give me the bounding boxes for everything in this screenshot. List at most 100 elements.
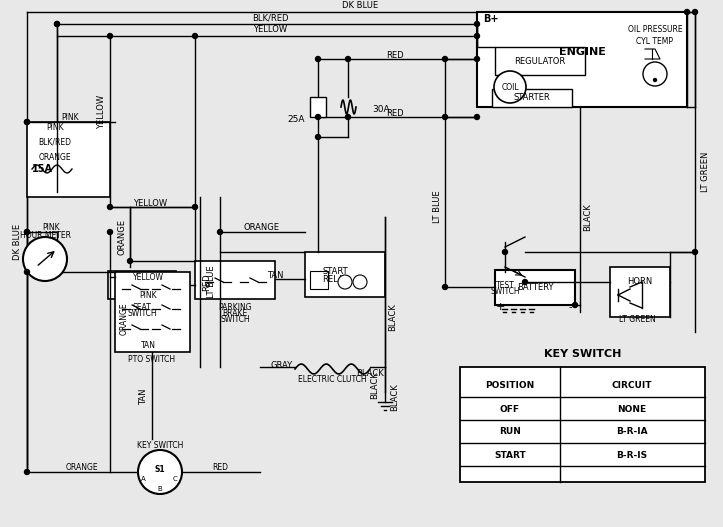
Text: BRAKE: BRAKE [223,308,247,317]
Text: SWITCH: SWITCH [490,288,520,297]
Text: PTO SWITCH: PTO SWITCH [129,356,176,365]
Circle shape [693,249,698,255]
Text: PINK: PINK [42,222,59,231]
Text: LT BLUE: LT BLUE [208,266,216,298]
Bar [310,271,328,289]
Bar [305,252,385,297]
Circle shape [442,285,448,289]
Circle shape [685,9,690,15]
Bar [495,270,575,305]
Circle shape [54,22,59,26]
Bar [115,272,190,352]
Text: RED: RED [202,273,212,291]
Text: ORANGE: ORANGE [39,152,72,161]
Text: RUN: RUN [499,427,521,436]
Text: YELLOW: YELLOW [98,95,106,129]
Circle shape [108,34,113,38]
Circle shape [315,114,320,120]
Text: BLK/RED: BLK/RED [252,14,288,23]
Text: CYL TEMP: CYL TEMP [636,37,674,46]
Circle shape [474,34,479,38]
Circle shape [23,237,67,281]
Circle shape [523,279,528,285]
Text: SWITCH: SWITCH [221,315,250,324]
Circle shape [54,22,59,26]
Text: PINK: PINK [61,113,79,122]
Text: PINK: PINK [140,290,157,299]
Text: START: START [322,268,348,277]
Circle shape [442,56,448,62]
Text: SWITCH: SWITCH [127,308,157,317]
Text: -: - [568,302,572,312]
Text: RELAY: RELAY [322,276,348,285]
Circle shape [346,114,351,120]
Circle shape [127,259,132,264]
Circle shape [25,229,30,235]
Circle shape [25,470,30,474]
Text: RED: RED [212,463,228,472]
Text: KEY SWITCH: KEY SWITCH [544,349,621,359]
Text: HORN: HORN [628,277,653,286]
Text: B+: B+ [483,14,498,24]
Circle shape [218,229,223,235]
Circle shape [693,9,698,15]
Text: NONE: NONE [617,405,646,414]
Text: OFF: OFF [500,405,520,414]
Circle shape [25,269,30,275]
Text: BLACK: BLACK [388,303,398,331]
Text: YELLOW: YELLOW [132,272,163,281]
Text: ORANGE: ORANGE [244,223,280,232]
Text: RED: RED [386,51,404,60]
Text: COIL: COIL [501,83,519,92]
Text: DK BLUE: DK BLUE [342,2,378,11]
Circle shape [25,229,30,235]
Bar [108,271,176,299]
Text: YELLOW: YELLOW [253,25,287,34]
Text: C: C [173,476,177,482]
Text: B: B [158,486,163,492]
Text: REGULATOR: REGULATOR [514,56,565,65]
Circle shape [25,120,30,124]
Text: LT BLUE: LT BLUE [432,191,442,223]
Text: BLACK: BLACK [370,371,380,399]
Circle shape [138,450,182,494]
Bar [195,261,275,299]
Bar [477,12,687,107]
Text: BLACK: BLACK [390,383,400,411]
Text: SEAT: SEAT [132,302,151,311]
Text: YELLOW: YELLOW [133,199,167,208]
Text: ELECTRIC CLUTCH: ELECTRIC CLUTCH [298,375,367,384]
Bar [492,89,572,107]
Bar [610,267,670,317]
Text: GRAY: GRAY [271,360,293,369]
Text: ENGINE: ENGINE [559,47,605,57]
Text: BLK/RED: BLK/RED [38,138,72,147]
Bar [460,367,705,482]
Circle shape [643,62,667,86]
Circle shape [192,204,197,210]
Text: 25A: 25A [288,114,305,123]
Circle shape [25,120,30,124]
Circle shape [442,114,448,120]
Text: POSITION: POSITION [485,380,534,389]
Text: BLACK: BLACK [583,203,593,231]
Text: BATTERY: BATTERY [517,282,553,291]
Text: B-R-IA: B-R-IA [616,427,648,436]
Text: BLACK: BLACK [356,369,384,378]
Text: LT GREEN: LT GREEN [701,152,711,192]
Circle shape [474,114,479,120]
Text: PINK: PINK [46,122,64,132]
Text: ORANGE: ORANGE [66,463,98,472]
Text: +: + [495,302,505,312]
Circle shape [346,56,351,62]
Circle shape [192,34,197,38]
Text: CIRCUIT: CIRCUIT [612,380,652,389]
Circle shape [494,71,526,103]
Circle shape [353,275,367,289]
Circle shape [474,56,479,62]
Text: OIL PRESSURE: OIL PRESSURE [628,24,683,34]
Circle shape [502,249,508,255]
Text: 15A: 15A [32,164,53,174]
Circle shape [573,302,578,307]
Text: S1: S1 [155,465,166,474]
